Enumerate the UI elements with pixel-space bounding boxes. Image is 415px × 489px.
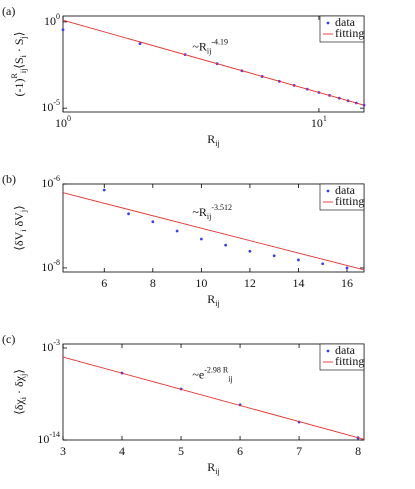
y-axis-label: ⟨δVi δVj⟩	[12, 205, 29, 251]
x-axis-label: Rij	[207, 460, 219, 477]
data-point	[138, 42, 142, 46]
y-tick-label: 10-3	[41, 338, 60, 353]
panel-label: (a)	[2, 4, 15, 18]
data-point	[345, 266, 349, 270]
x-tick-label: 100	[55, 114, 71, 129]
x-tick-label: 8	[355, 444, 361, 458]
legend-label: fitting	[335, 194, 364, 208]
x-tick-label: 12	[244, 276, 256, 290]
legend-label: data	[335, 15, 356, 29]
data-point	[321, 262, 325, 266]
x-tick-label: 6	[101, 276, 107, 290]
fit-line	[62, 19, 365, 106]
data-point	[175, 229, 179, 233]
fit-line	[62, 356, 365, 440]
legend-marker	[326, 349, 330, 353]
y-tick-label: 10-14	[37, 430, 60, 445]
legend-label: data	[335, 343, 356, 357]
data-point	[224, 243, 228, 247]
legend-box	[319, 183, 365, 211]
legend-marker	[326, 21, 330, 25]
y-axis-label: (-1)Rij⟨Si · Sj⟩	[10, 32, 28, 97]
data-point	[127, 212, 130, 216]
x-tick-label: 16	[341, 276, 353, 290]
y-tick-label: 100	[44, 12, 60, 27]
y-tick-label: 10-6	[41, 174, 60, 189]
legend-label: fitting	[335, 26, 364, 40]
panel: 3 4 5 6 7 8 10-3 10-14 (c) Rij ⟨δχi · δχj⟩ ~e-2.98 …	[2, 332, 365, 477]
annotation: ~Rij-3.512	[192, 203, 232, 221]
data-point	[272, 254, 276, 258]
axes-box	[62, 343, 365, 441]
x-axis-label: Rij	[207, 132, 219, 149]
x-tick-label: 4	[119, 444, 125, 458]
annotation: ~e-2.98 Rij	[192, 366, 232, 384]
x-tick-label: 14	[292, 276, 304, 290]
panel-label: (c)	[2, 332, 15, 346]
legend-label: fitting	[335, 354, 364, 368]
x-tick-label: 8	[150, 276, 156, 290]
annotation: ~Rij-4.19	[192, 38, 228, 56]
data-point	[248, 249, 252, 253]
legend-box	[319, 343, 365, 371]
fit-line	[62, 192, 365, 271]
x-tick-label: 6	[237, 444, 243, 458]
data-point	[102, 188, 106, 192]
axes-box	[62, 183, 365, 273]
x-tick-label: 5	[178, 444, 184, 458]
y-axis-label: ⟨δχi · δχj⟩	[12, 369, 29, 415]
legend-label: data	[335, 183, 356, 197]
x-tick-label: 101	[311, 114, 327, 129]
data-point	[61, 28, 65, 32]
y-tick-label: 10-8	[41, 258, 60, 273]
y-tick-label: 10-5	[41, 99, 60, 114]
x-tick-label: 10	[195, 276, 207, 290]
data-point	[297, 258, 300, 262]
legend-box	[319, 15, 365, 43]
axes-box	[62, 15, 365, 113]
legend-marker	[326, 189, 330, 193]
x-axis-label: Rij	[207, 292, 219, 309]
x-tick-label: 7	[296, 444, 302, 458]
panel-label: (b)	[2, 172, 16, 186]
data-point	[151, 220, 155, 224]
panel: 6 8 10 12 14 16 10-6 10-8 (b) Rij ⟨δVi δVj⟩ ~Rij-3.…	[2, 172, 365, 309]
x-tick-label: 3	[60, 444, 66, 458]
data-point	[199, 237, 203, 241]
